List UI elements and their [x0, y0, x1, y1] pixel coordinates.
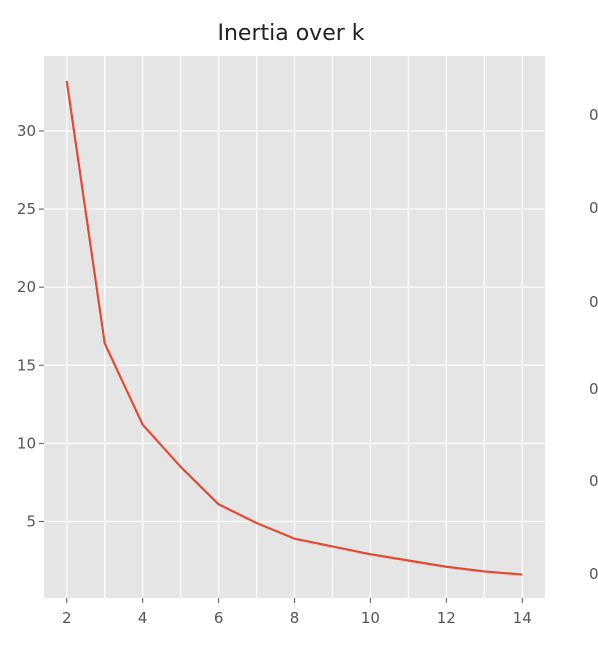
x-tick-label: 14 [513, 609, 532, 627]
x-tick-label: 2 [62, 609, 72, 627]
y-tick-label: 5 [26, 512, 36, 530]
x-tick-label: 4 [138, 609, 148, 627]
right-panel-tick-label: 0 [589, 380, 598, 398]
y-tick-label: 15 [17, 356, 36, 374]
axis-ticks: 2 4 6 8 10 12 14 5 10 15 20 25 30 [17, 122, 532, 627]
right-panel-tick-label: 0 [589, 472, 598, 490]
x-tick-label: 10 [361, 609, 380, 627]
x-tick-label: 8 [290, 609, 300, 627]
x-tick-label: 12 [437, 609, 456, 627]
right-panel-tick-label: 0 [589, 565, 598, 583]
y-tick-label: 10 [17, 434, 36, 452]
x-tick-label: 6 [214, 609, 224, 627]
right-panel-tick-label: 0 [589, 199, 598, 217]
series-line-0 [65, 80, 523, 576]
series-layer [65, 80, 523, 576]
right-panel-partial-axis: 0 0 0 0 0 0 [589, 106, 598, 583]
y-tick-label: 25 [17, 200, 36, 218]
right-panel-tick-label: 0 [589, 293, 598, 311]
y-tick-label: 30 [17, 122, 36, 140]
right-panel-tick-label: 0 [589, 106, 598, 124]
chart-title: Inertia over k [217, 21, 364, 46]
grid-lines [44, 56, 545, 598]
y-tick-label: 20 [17, 278, 36, 296]
